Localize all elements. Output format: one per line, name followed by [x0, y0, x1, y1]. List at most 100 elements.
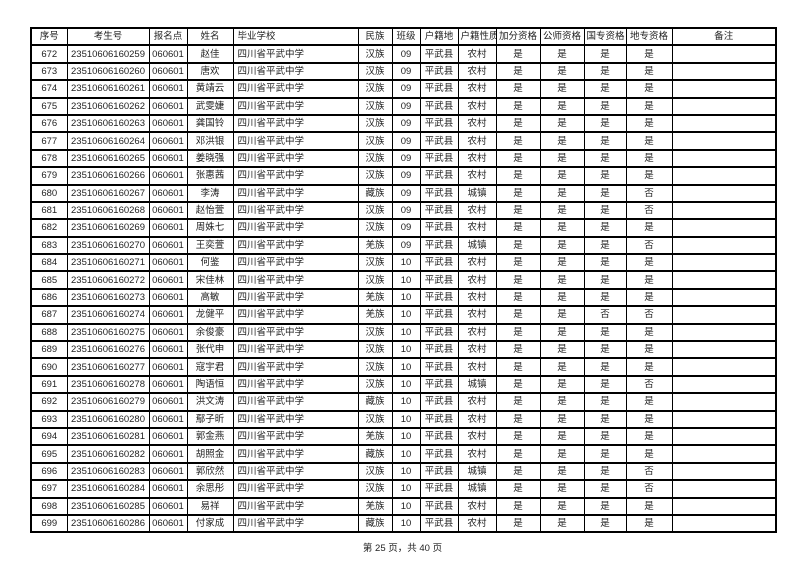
table-row: 690 23510606160277 060601 寇宇君 四川省平武中学 汉族…: [30, 357, 777, 377]
cell-class: 09: [391, 200, 421, 221]
cell-ethnicity: 汉族: [357, 200, 393, 221]
cell-serial: 694: [30, 426, 68, 447]
cell-domicile-type: 城镇: [457, 374, 497, 395]
cell-name: 陶语恒: [186, 374, 234, 395]
cell-domicile: 平武县: [419, 79, 459, 99]
cell-gongshi-qual: 是: [539, 44, 585, 64]
cell-serial: 698: [30, 496, 68, 516]
cell-domicile: 平武县: [419, 200, 459, 221]
cell-guozhuan-qual: 是: [583, 374, 627, 395]
cell-class: 10: [391, 374, 421, 395]
cell-domicile-type: 农村: [457, 287, 497, 308]
cell-gongshi-qual: 是: [539, 513, 585, 534]
cell-dizhuan-qual: 是: [625, 287, 673, 308]
cell-school: 四川省平武中学: [232, 166, 359, 186]
cell-guozhuan-qual: 是: [583, 200, 627, 221]
cell-candidate-no: 23510606160260: [66, 61, 150, 82]
cell-bonus-qual: 是: [495, 479, 541, 499]
cell-bonus-qual: 是: [495, 218, 541, 238]
cell-guozhuan-qual: 是: [583, 270, 627, 290]
cell-dizhuan-qual: 是: [625, 270, 673, 290]
cell-candidate-no: 23510606160275: [66, 322, 150, 343]
cell-dizhuan-qual: 是: [625, 113, 673, 134]
cell-guozhuan-qual: 是: [583, 287, 627, 308]
cell-dizhuan-qual: 否: [625, 374, 673, 395]
cell-dizhuan-qual: 否: [625, 235, 673, 256]
cell-ethnicity: 汉族: [357, 166, 393, 186]
cell-dizhuan-qual: 是: [625, 131, 673, 151]
cell-domicile: 平武县: [419, 96, 459, 116]
cell-ethnicity: 汉族: [357, 96, 393, 116]
cell-candidate-no: 23510606160281: [66, 426, 150, 447]
cell-serial: 693: [30, 409, 68, 430]
cell-gongshi-qual: 是: [539, 496, 585, 516]
table-row: 684 23510606160271 060601 何鉴 四川省平武中学 汉族 …: [30, 253, 777, 273]
cell-candidate-no: 23510606160262: [66, 96, 150, 116]
cell-name: 赵怡萱: [186, 200, 234, 221]
cell-domicile: 平武县: [419, 374, 459, 395]
cell-candidate-no: 23510606160272: [66, 270, 150, 290]
cell-name: 赵佳: [186, 44, 234, 64]
cell-remark: [671, 374, 777, 395]
cell-gongshi-qual: 是: [539, 113, 585, 134]
cell-name: 宋佳林: [186, 270, 234, 290]
cell-bonus-qual: 是: [495, 392, 541, 412]
cell-gongshi-qual: 是: [539, 183, 585, 203]
cell-guozhuan-qual: 是: [583, 113, 627, 134]
cell-school: 四川省平武中学: [232, 305, 359, 325]
cell-bonus-qual: 是: [495, 131, 541, 151]
cell-reg-point: 060601: [148, 392, 188, 412]
cell-domicile-type: 农村: [457, 113, 497, 134]
cell-class: 09: [391, 96, 421, 116]
cell-dizhuan-qual: 是: [625, 96, 673, 116]
cell-reg-point: 060601: [148, 218, 188, 238]
cell-reg-point: 060601: [148, 409, 188, 430]
cell-remark: [671, 183, 777, 203]
cell-reg-point: 060601: [148, 479, 188, 499]
cell-remark: [671, 235, 777, 256]
cell-ethnicity: 羌族: [357, 287, 393, 308]
cell-gongshi-qual: 是: [539, 322, 585, 343]
cell-class: 10: [391, 444, 421, 464]
cell-domicile: 平武县: [419, 496, 459, 516]
cell-guozhuan-qual: 是: [583, 166, 627, 186]
cell-guozhuan-qual: 是: [583, 357, 627, 377]
cell-name: 高敏: [186, 287, 234, 308]
cell-school: 四川省平武中学: [232, 61, 359, 82]
cell-school: 四川省平武中学: [232, 409, 359, 430]
cell-ethnicity: 汉族: [357, 357, 393, 377]
cell-domicile-type: 农村: [457, 305, 497, 325]
cell-serial: 674: [30, 79, 68, 99]
cell-guozhuan-qual: 是: [583, 513, 627, 534]
cell-dizhuan-qual: 是: [625, 426, 673, 447]
cell-dizhuan-qual: 是: [625, 392, 673, 412]
table-row: 674 23510606160261 060601 黄靖云 四川省平武中学 汉族…: [30, 79, 777, 99]
cell-reg-point: 060601: [148, 131, 188, 151]
cell-gongshi-qual: 是: [539, 479, 585, 499]
cell-candidate-no: 23510606160274: [66, 305, 150, 325]
cell-class: 09: [391, 61, 421, 82]
cell-ethnicity: 汉族: [357, 409, 393, 430]
cell-serial: 690: [30, 357, 68, 377]
cell-remark: [671, 392, 777, 412]
cell-name: 郭欣然: [186, 461, 234, 482]
cell-bonus-qual: 是: [495, 253, 541, 273]
table-row: 693 23510606160280 060601 鄢子昕 四川省平武中学 汉族…: [30, 409, 777, 430]
cell-class: 10: [391, 513, 421, 534]
table-row: 699 23510606160286 060601 付家成 四川省平武中学 藏族…: [30, 513, 777, 534]
cell-remark: [671, 444, 777, 464]
cell-guozhuan-qual: 是: [583, 461, 627, 482]
table-row: 696 23510606160283 060601 郭欣然 四川省平武中学 汉族…: [30, 461, 777, 482]
cell-domicile-type: 农村: [457, 96, 497, 116]
cell-domicile-type: 农村: [457, 357, 497, 377]
cell-guozhuan-qual: 是: [583, 148, 627, 169]
cell-reg-point: 060601: [148, 426, 188, 447]
cell-gongshi-qual: 是: [539, 340, 585, 360]
cell-domicile-type: 城镇: [457, 479, 497, 499]
page-number: 第 25 页，共 40 页: [362, 543, 443, 555]
cell-school: 四川省平武中学: [232, 340, 359, 360]
cell-candidate-no: 23510606160284: [66, 479, 150, 499]
cell-remark: [671, 113, 777, 134]
cell-class: 09: [391, 218, 421, 238]
cell-serial: 692: [30, 392, 68, 412]
